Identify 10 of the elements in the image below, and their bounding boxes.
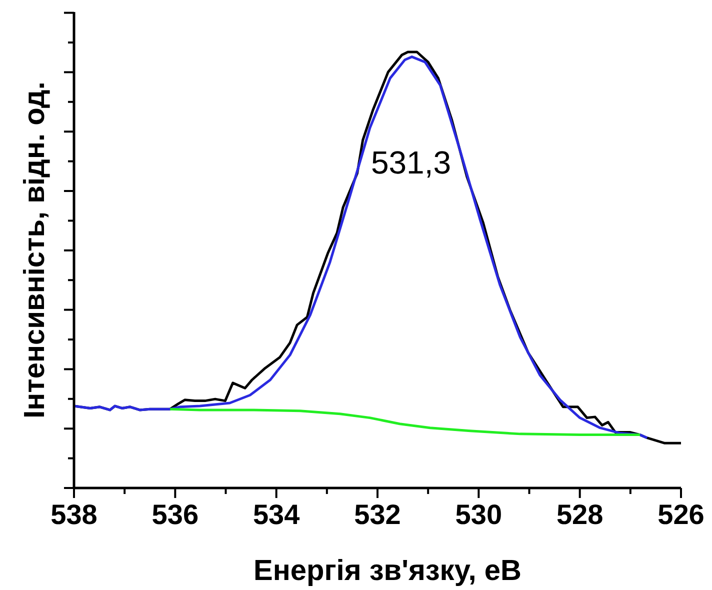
x-tick-label: 528: [556, 499, 604, 530]
x-tick-label: 534: [252, 499, 300, 530]
x-axis-title: Енергія зв'язку, еВ: [254, 555, 522, 587]
x-tick-label: 530: [455, 499, 502, 530]
annotation: 531,3: [370, 144, 452, 180]
x-tick-label: 536: [152, 499, 199, 530]
x-tick-label: 532: [354, 499, 401, 530]
y-axis-title: Інтенсивність, відн. од.: [19, 82, 51, 418]
x-tick-label: 538: [50, 499, 98, 530]
x-tick-label: 526: [658, 499, 704, 530]
